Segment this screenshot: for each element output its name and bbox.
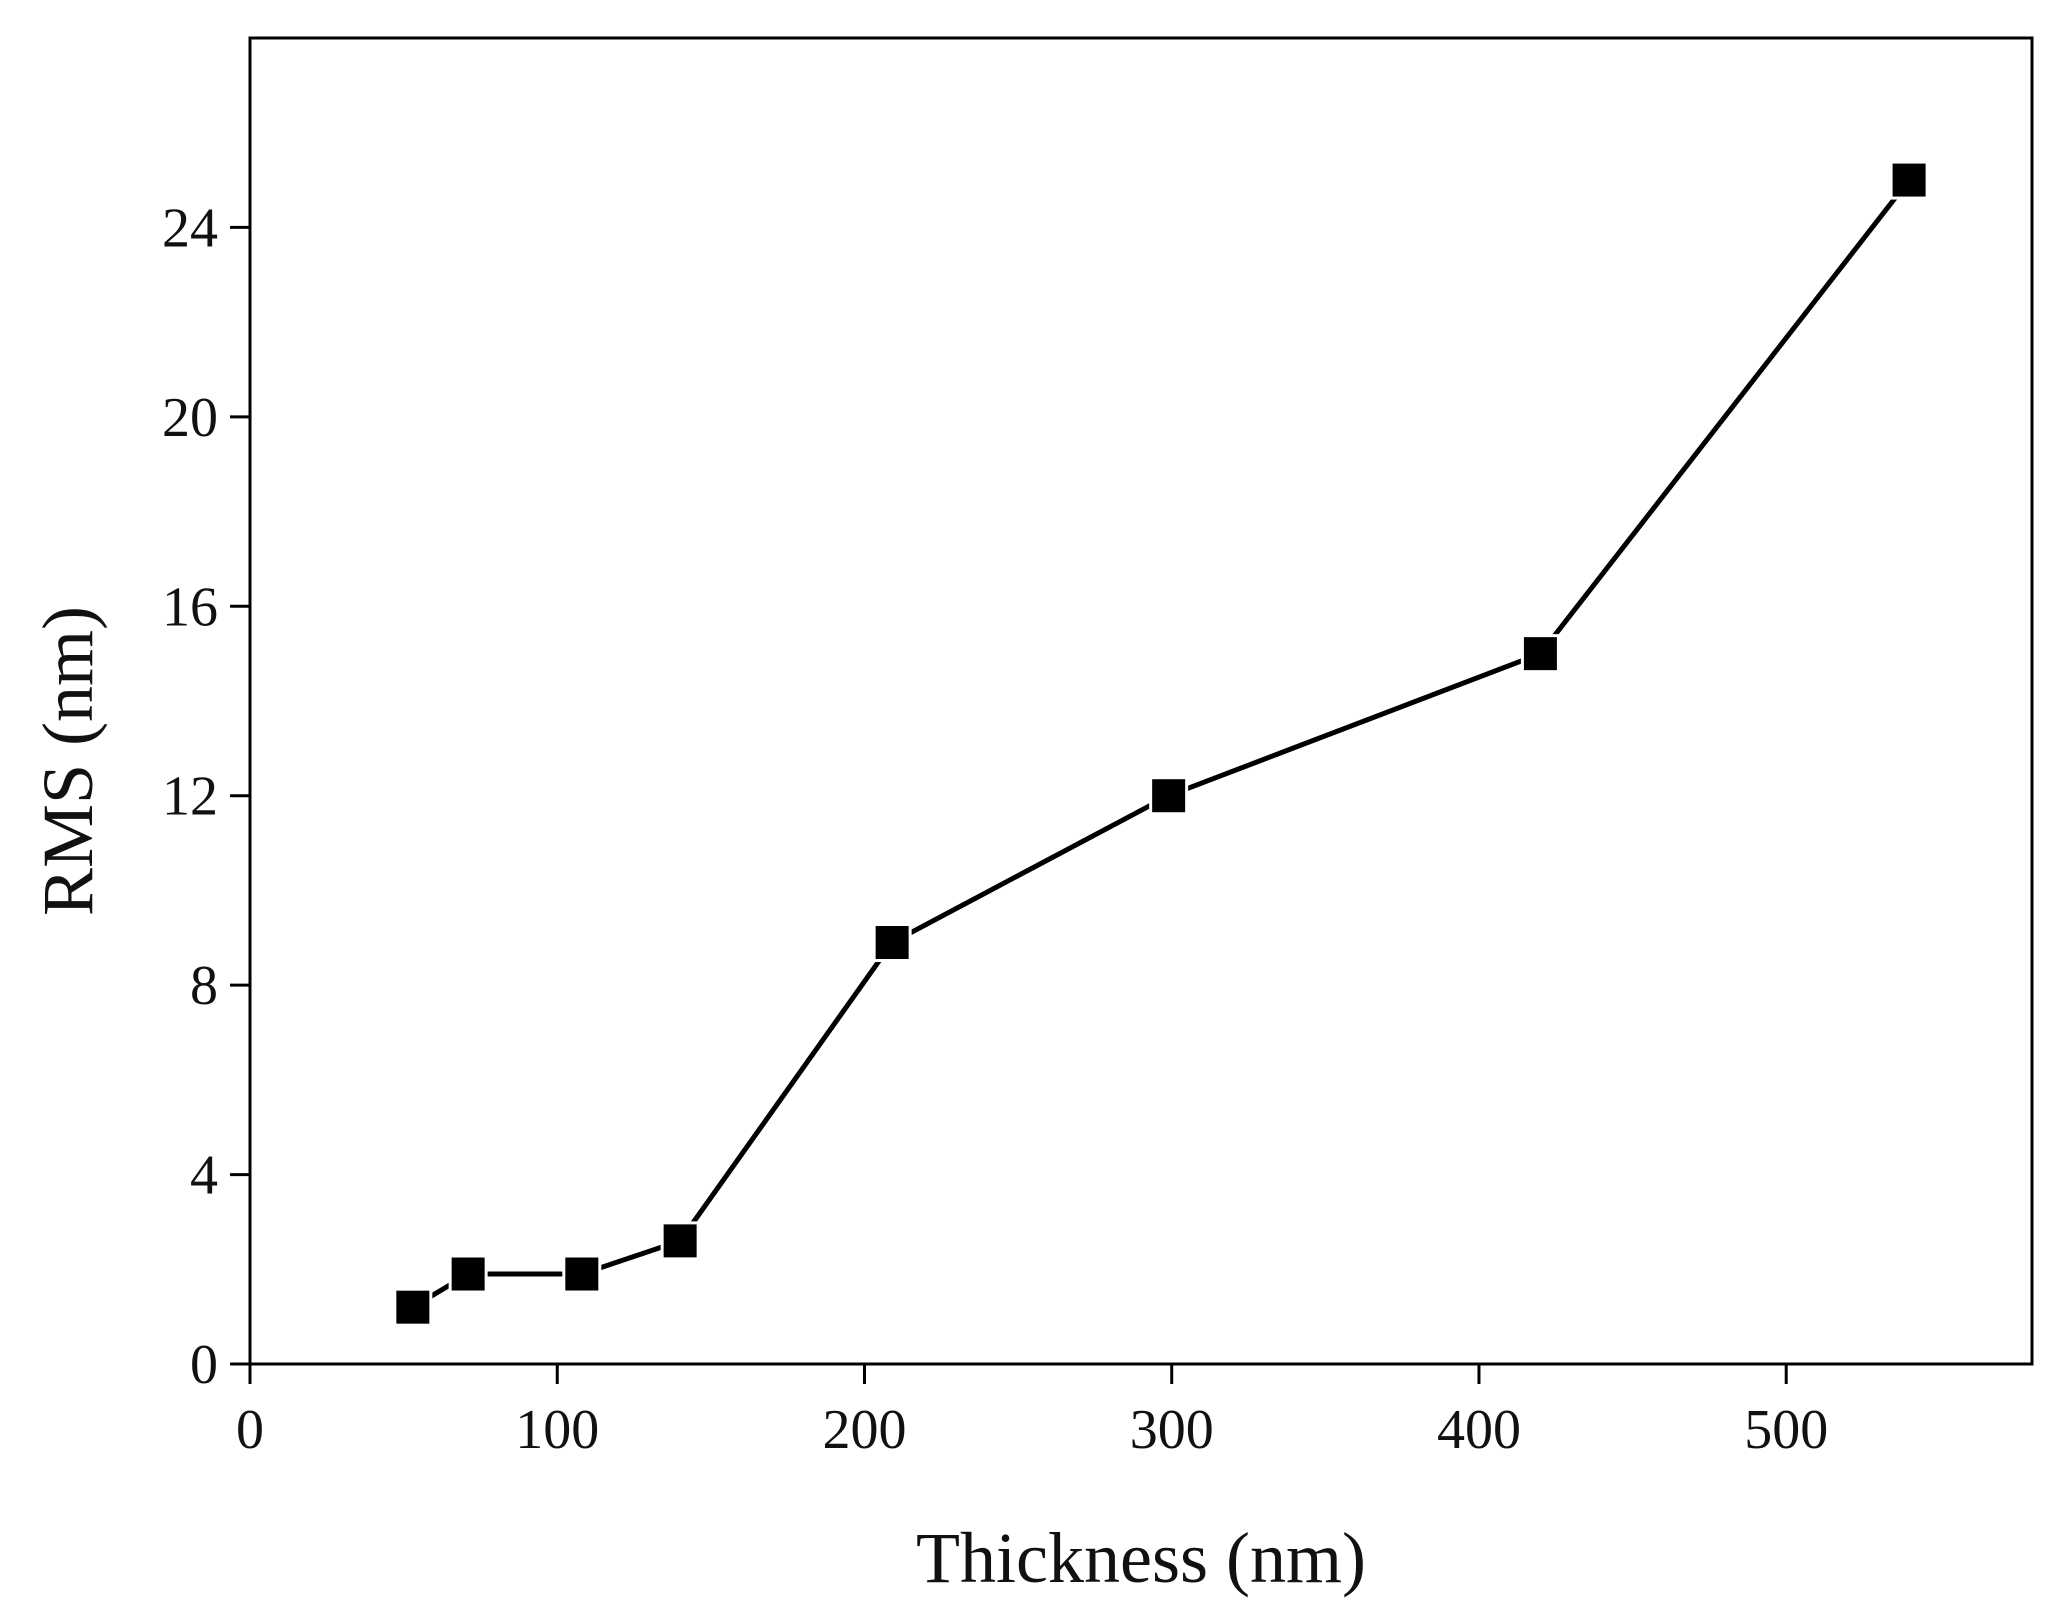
y-tick-label: 24 (162, 197, 218, 259)
y-tick-label: 20 (162, 387, 218, 449)
x-tick-label: 400 (1437, 1399, 1521, 1461)
data-point (660, 1221, 700, 1261)
data-point (1520, 634, 1560, 674)
data-point (1149, 776, 1189, 816)
data-point (448, 1254, 488, 1294)
x-tick-label: 300 (1130, 1399, 1214, 1461)
y-axis-title: RMS (nm) (28, 606, 108, 916)
x-tick-label: 200 (822, 1399, 906, 1461)
data-point (872, 923, 912, 963)
series-line-rms (411, 178, 1912, 1310)
x-tick-label: 500 (1744, 1399, 1828, 1461)
data-point (1889, 160, 1929, 200)
y-tick-label: 4 (190, 1145, 218, 1207)
y-tick-label: 12 (162, 766, 218, 828)
x-axis: 0 100 200 300 400 500 (236, 1364, 1828, 1461)
x-tick-label: 100 (515, 1399, 599, 1461)
y-tick-label: 16 (162, 576, 218, 638)
y-tick-label: 0 (190, 1334, 218, 1396)
plot-frame (248, 36, 2034, 1366)
y-axis: 0 4 8 12 16 20 24 (162, 197, 250, 1396)
data-point (562, 1254, 602, 1294)
x-axis-title: Thickness (nm) (916, 1518, 1366, 1598)
x-tick-label: 0 (236, 1399, 264, 1461)
data-point (393, 1287, 433, 1327)
y-tick-label: 8 (190, 955, 218, 1017)
series-layer (393, 160, 1929, 1327)
